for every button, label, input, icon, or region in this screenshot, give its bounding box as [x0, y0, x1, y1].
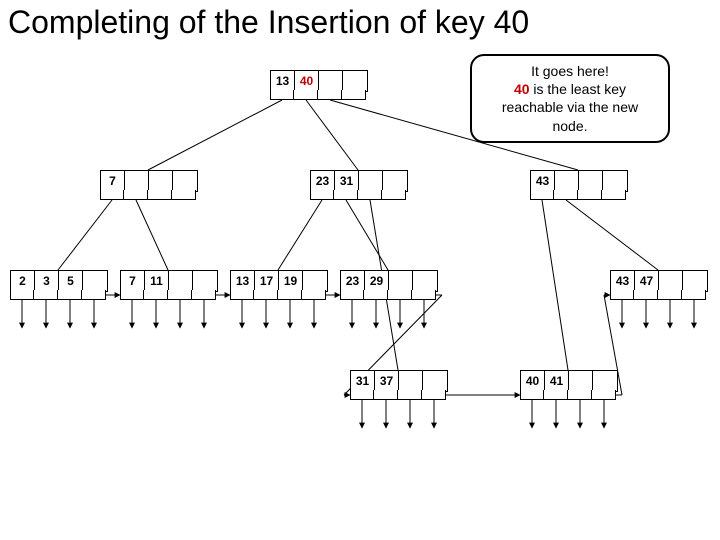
callout-line1: It goes here!: [482, 62, 658, 80]
node-l7-cell-0: 43: [611, 271, 635, 291]
node-i2-cell-0: 23: [311, 171, 335, 191]
node-l3-cell-2: 19: [279, 271, 303, 291]
node-i3-cell-1: [555, 171, 579, 191]
node-l7-ptrs: [610, 290, 706, 300]
node-l7: 4347: [610, 270, 708, 292]
node-l3-cell-0: 13: [231, 271, 255, 291]
node-l4-cell-2: [389, 271, 413, 291]
node-l3-cell-1: 17: [255, 271, 279, 291]
node-i2-ptrs: [310, 190, 406, 200]
callout-line3: reachable via the new: [482, 98, 658, 116]
node-i2-cell-3: [383, 171, 407, 191]
node-l2-cell-0: 7: [121, 271, 145, 291]
node-l1-ptrs: [10, 290, 106, 300]
node-l1-cell-1: 3: [35, 271, 59, 291]
node-l5-cell-2: [399, 371, 423, 391]
node-l7-cell-2: [659, 271, 683, 291]
node-i1: 7: [100, 170, 198, 192]
node-l4-ptrs: [340, 290, 436, 300]
node-l5: 3137: [350, 370, 448, 392]
node-i2-cell-1: 31: [335, 171, 359, 191]
node-l6-cell-1: 41: [545, 371, 569, 391]
node-l6-cell-0: 40: [521, 371, 545, 391]
node-root-cell-0: 13: [271, 71, 295, 91]
node-i2: 2331: [310, 170, 408, 192]
callout-line4: node.: [482, 117, 658, 135]
node-l5-cell-1: 37: [375, 371, 399, 391]
node-l1-cell-0: 2: [11, 271, 35, 291]
node-l3: 131719: [230, 270, 328, 292]
callout-line2: 40 is the least key: [482, 80, 658, 98]
node-i3-cell-3: [603, 171, 627, 191]
node-l1-cell-2: 5: [59, 271, 83, 291]
node-l6: 4041: [520, 370, 618, 392]
node-l1-cell-3: [83, 271, 107, 291]
callout-highlight: 40: [514, 81, 530, 97]
node-l4: 2329: [340, 270, 438, 292]
node-i1-cell-1: [125, 171, 149, 191]
diagram-stage: 134072331432357111317192329434731374041 …: [0, 50, 720, 540]
node-i1-cell-3: [173, 171, 197, 191]
node-l2-cell-2: [169, 271, 193, 291]
node-l3-ptrs: [230, 290, 326, 300]
node-i3-cell-2: [579, 171, 603, 191]
node-l6-cell-3: [593, 371, 617, 391]
node-l7-cell-1: 47: [635, 271, 659, 291]
node-root: 1340: [270, 70, 368, 92]
node-l5-ptrs: [350, 390, 446, 400]
node-l5-cell-3: [423, 371, 447, 391]
node-l1: 235: [10, 270, 108, 292]
node-l7-cell-3: [683, 271, 707, 291]
node-i1-cell-2: [149, 171, 173, 191]
node-i3-ptrs: [530, 190, 626, 200]
node-i1-ptrs: [100, 190, 196, 200]
node-l2-cell-1: 11: [145, 271, 169, 291]
callout: It goes here! 40 is the least key reacha…: [470, 54, 670, 143]
node-l6-ptrs: [520, 390, 616, 400]
node-l4-cell-3: [413, 271, 437, 291]
node-root-cell-2: [319, 71, 343, 91]
node-l6-cell-2: [569, 371, 593, 391]
node-l5-cell-0: 31: [351, 371, 375, 391]
node-i1-cell-0: 7: [101, 171, 125, 191]
node-i3-cell-0: 43: [531, 171, 555, 191]
node-root-cell-1: 40: [295, 71, 319, 91]
node-l2-ptrs: [120, 290, 216, 300]
node-l4-cell-1: 29: [365, 271, 389, 291]
node-i2-cell-2: [359, 171, 383, 191]
node-l4-cell-0: 23: [341, 271, 365, 291]
node-l2: 711: [120, 270, 218, 292]
node-l2-cell-3: [193, 271, 217, 291]
node-root-cell-3: [343, 71, 367, 91]
page-title: Completing of the Insertion of key 40: [0, 0, 720, 45]
node-root-ptrs: [270, 90, 366, 100]
node-i3: 43: [530, 170, 628, 192]
node-l3-cell-3: [303, 271, 327, 291]
